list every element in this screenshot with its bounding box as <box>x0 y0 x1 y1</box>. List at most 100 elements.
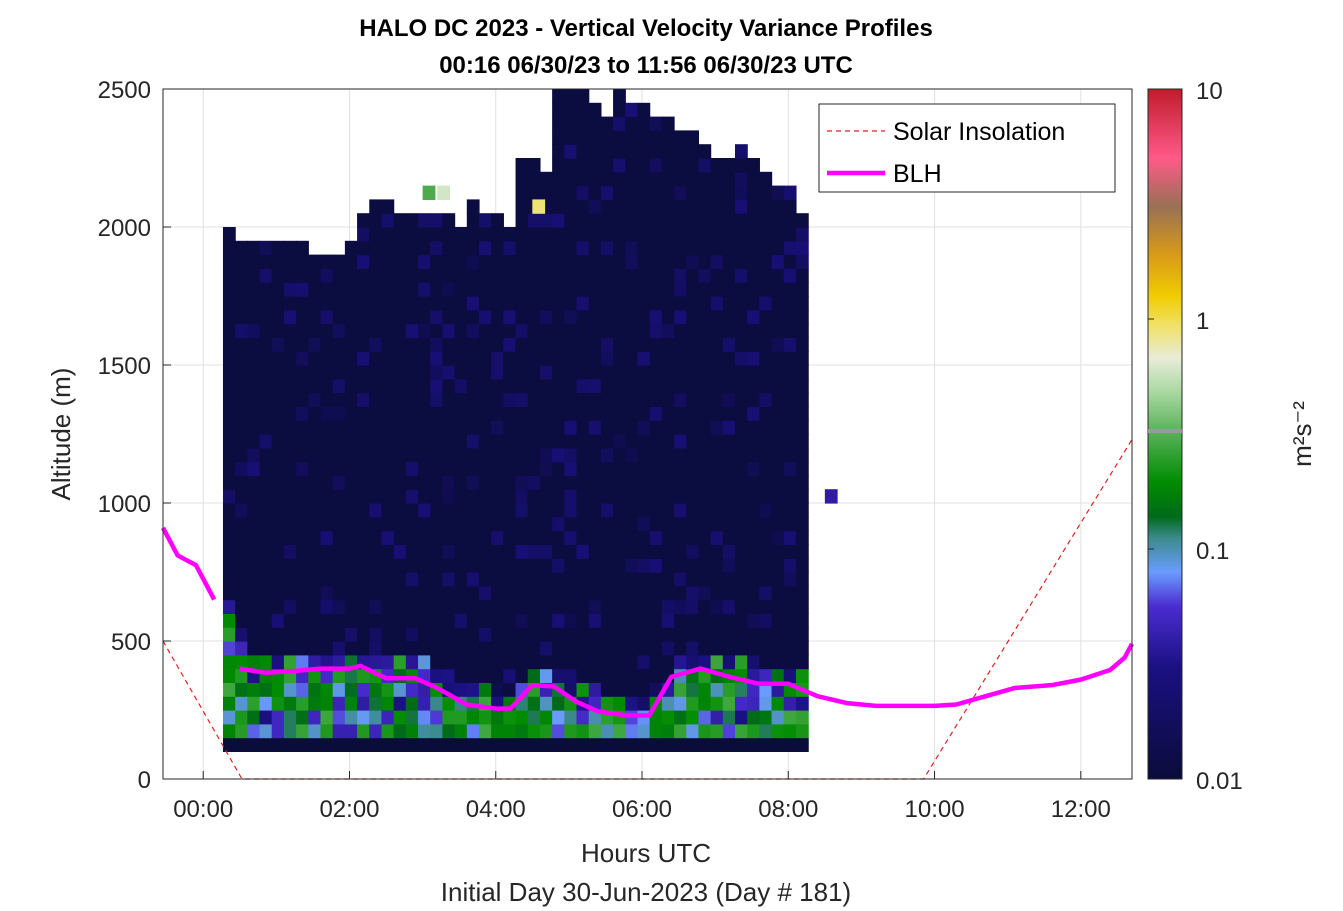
heatmap-cell <box>430 737 444 752</box>
heatmap-cell <box>466 227 480 242</box>
heatmap-cell <box>222 475 236 490</box>
heatmap-cell <box>222 378 236 394</box>
heatmap-cell <box>405 682 419 697</box>
heatmap-cell <box>527 158 541 173</box>
heatmap-cell <box>588 489 602 504</box>
axis-ticks: 00:00 02:00 04:00 06:00 08:00 10:00 12:0005001… <box>98 77 1111 823</box>
heatmap-cell <box>247 544 261 559</box>
heatmap-cell <box>527 227 541 242</box>
heatmap-cell <box>771 213 785 228</box>
heatmap-cell <box>637 723 651 739</box>
heatmap-cell <box>381 558 395 573</box>
heatmap-cell <box>637 654 651 670</box>
heatmap-cell <box>357 434 370 449</box>
heatmap-cell <box>222 558 236 573</box>
heatmap-cell <box>283 516 297 532</box>
heatmap-cell <box>466 737 480 752</box>
heatmap-cell <box>552 199 565 214</box>
heatmap-cell <box>600 627 614 642</box>
heatmap-cell <box>564 268 578 283</box>
heatmap-cell <box>418 599 431 614</box>
heatmap-cell <box>795 530 809 545</box>
heatmap-cell <box>613 268 626 283</box>
heatmap-cell <box>405 296 419 311</box>
heatmap-cell <box>344 558 358 573</box>
heatmap-cell <box>247 503 261 518</box>
heatmap-cell <box>418 392 431 407</box>
heatmap-cell <box>576 434 590 449</box>
heatmap-cell <box>478 682 492 697</box>
heatmap-cell <box>698 696 712 711</box>
heatmap-cell <box>564 116 578 131</box>
heatmap-cell <box>613 489 626 504</box>
heatmap-cell <box>576 282 590 297</box>
heatmap-cell <box>674 627 687 642</box>
heatmap-cell <box>600 544 614 559</box>
heatmap-cell <box>674 309 687 325</box>
heatmap-cell <box>283 240 297 256</box>
heatmap-cell <box>466 668 480 683</box>
heatmap-cell <box>369 296 383 311</box>
heatmap-cell <box>357 710 370 725</box>
heatmap-cell <box>710 530 724 545</box>
heatmap-cell <box>759 434 773 449</box>
heatmap-cell <box>539 613 553 628</box>
heatmap-cell <box>661 613 675 628</box>
heatmap-cell <box>710 185 724 200</box>
heatmap-cell <box>332 696 346 711</box>
heatmap-cell <box>637 378 651 394</box>
heatmap-cell <box>576 572 590 587</box>
heatmap-cell <box>564 102 578 118</box>
heatmap-cell <box>405 337 419 352</box>
heatmap-cell <box>308 378 322 394</box>
heatmap-cell <box>296 613 309 628</box>
heatmap-cell <box>235 668 248 683</box>
heatmap-cell <box>795 503 809 518</box>
heatmap-cell <box>332 627 346 642</box>
heatmap-cell <box>369 627 383 642</box>
heatmap-cell <box>674 254 687 269</box>
heatmap-cell <box>466 309 480 325</box>
heatmap-cell <box>527 185 541 200</box>
heatmap-cell <box>625 240 639 256</box>
heatmap-cell <box>344 282 358 297</box>
heatmap-cell <box>783 503 797 518</box>
heatmap-cell <box>771 185 785 200</box>
heatmap-cell <box>674 240 687 256</box>
heatmap-cell <box>576 89 590 104</box>
heatmap-cell <box>771 599 785 614</box>
heatmap-cell <box>308 710 322 725</box>
heatmap-cell <box>576 489 590 504</box>
heatmap-cell <box>795 309 809 325</box>
heatmap-cell <box>357 254 370 269</box>
heatmap-cell <box>259 323 273 338</box>
heatmap-cell <box>344 682 358 697</box>
heatmap-cell <box>454 489 468 504</box>
heatmap-cell <box>795 420 809 435</box>
heatmap-cell <box>795 213 809 228</box>
heatmap-cell <box>478 461 492 476</box>
heatmap-cell <box>783 654 797 670</box>
heatmap-cell <box>576 420 590 435</box>
heatmap-cell <box>674 268 687 283</box>
x-tick-label: 04:00 <box>466 796 526 823</box>
heatmap-cell <box>235 282 248 297</box>
heatmap-cell <box>686 240 700 256</box>
heatmap-cell <box>588 654 602 670</box>
heatmap-cell <box>710 558 724 573</box>
heatmap-cell <box>722 365 736 380</box>
heatmap-cell <box>491 585 504 601</box>
heatmap-cell <box>332 516 346 532</box>
heatmap-cell <box>247 268 261 283</box>
heatmap-cell <box>588 282 602 297</box>
heatmap-cell <box>418 282 431 297</box>
heatmap-cell <box>418 213 431 228</box>
heatmap-cell <box>357 240 370 256</box>
heatmap-cell <box>576 102 590 118</box>
heatmap-cell <box>527 351 541 366</box>
heatmap-cell <box>710 654 724 670</box>
heatmap-cell <box>259 351 273 366</box>
heatmap-cell <box>332 254 346 269</box>
heatmap-cell <box>308 544 322 559</box>
heatmap-cell <box>308 641 322 656</box>
